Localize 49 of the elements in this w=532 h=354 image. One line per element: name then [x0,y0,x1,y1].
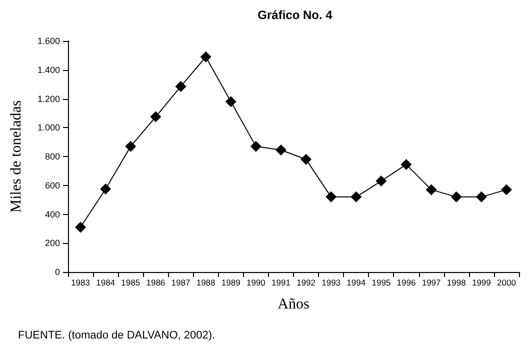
x-tick-label: 1986 [146,278,166,288]
x-tick-label: 1994 [346,278,366,288]
x-tick-label: 1988 [196,278,216,288]
y-tick-label: 800 [44,152,60,162]
x-tick-label: 1999 [472,278,492,288]
x-tick-label: 2000 [497,278,516,288]
point [75,222,86,233]
point [450,191,462,202]
x-tick-label: 1991 [272,278,291,288]
x-tick-label: 1993 [322,278,341,288]
y-axis-title: Miles de toneladas [8,100,24,213]
x-tick-label: 1983 [71,278,90,288]
point [376,176,387,187]
y-tick-label: 200 [44,238,60,248]
point [275,144,286,156]
y-tick-label: 1.600 [37,36,60,46]
x-tick-label: 1985 [121,278,140,288]
point [400,158,412,170]
y-tick-label: 0 [54,267,60,277]
y-tick-label: 1.200 [37,94,60,104]
point [426,184,437,196]
point [326,191,337,202]
x-tick-label: 1990 [246,278,266,288]
y-tick-label: 400 [44,209,60,220]
x-tick-label: 1992 [296,278,316,288]
x-tick-label: 1995 [372,278,391,288]
x-tick-label: 1984 [96,278,116,288]
chart-title: Gráfico No. 4 [258,8,333,22]
point [125,140,136,152]
x-tick-label: 1989 [221,278,241,288]
point [300,154,312,165]
point [150,111,162,122]
point [200,51,212,62]
point [476,191,487,202]
x-tick-label: 1996 [396,278,416,288]
y-tick-label: 600 [44,180,60,190]
point [350,191,362,202]
point [250,140,262,152]
x-axis-title: Años [278,296,310,312]
x-tick-label: 1997 [422,278,442,288]
x-tick-label: 1998 [446,278,466,288]
point [175,80,186,92]
point [500,184,512,196]
y-tick-label: 1.400 [37,64,60,75]
point [225,96,236,108]
point [100,183,112,194]
x-tick-label: 1987 [171,278,190,288]
y-tick-label: 1.000 [37,122,60,133]
source-note: FUENTE. (tomado de DALVANO, 2002). [18,330,216,342]
